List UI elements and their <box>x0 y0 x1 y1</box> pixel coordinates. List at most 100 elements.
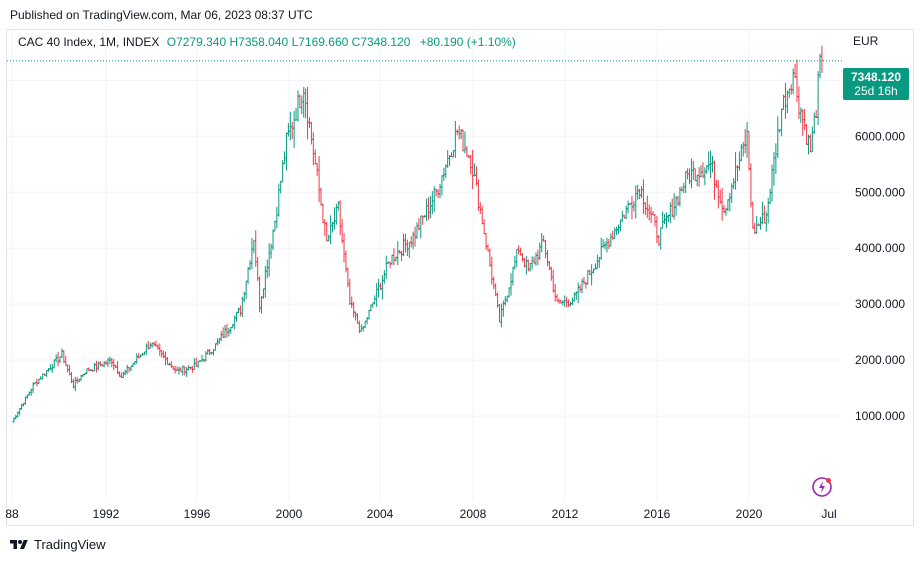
ohlc-bar <box>787 88 791 98</box>
ohlc-bar <box>275 206 279 229</box>
ohlc-bar <box>403 233 407 253</box>
ohlc-bar <box>682 182 686 194</box>
ohlc-bar <box>402 233 406 257</box>
ohlc-bar <box>20 403 24 410</box>
ohlc-bar <box>319 187 323 206</box>
ohlc-bar <box>121 371 125 378</box>
ohlc-bar <box>73 376 77 391</box>
ohlc-bar <box>227 327 231 337</box>
x-tick-label: 2020 <box>736 507 763 521</box>
ohlc-bar <box>380 274 384 300</box>
ohlc-bar <box>670 198 674 218</box>
ohlc-bar <box>321 203 325 224</box>
ohlc-bar <box>641 179 645 214</box>
ohlc-bar <box>309 121 313 145</box>
ohlc-bar <box>534 252 538 266</box>
ohlc-bar <box>221 327 225 339</box>
ohlc-bar <box>712 160 716 200</box>
ohlc-bar <box>661 211 665 229</box>
ohlc-bar <box>419 215 423 239</box>
ohlc-bar <box>693 168 697 182</box>
ohlc-bar <box>313 149 317 165</box>
ohlc-bar <box>453 121 457 158</box>
x-tick-label: 2016 <box>644 507 671 521</box>
ohlc-bar <box>507 287 511 298</box>
ohlc-bar <box>688 168 692 185</box>
footer-branding[interactable]: TradingView <box>10 537 106 552</box>
high-label: H <box>229 35 239 49</box>
currency-label[interactable]: EUR <box>853 34 879 48</box>
ohlc-bar <box>772 152 776 186</box>
ohlc-bar <box>231 324 235 329</box>
ohlc-bar <box>461 129 465 152</box>
close-label: C <box>351 35 361 49</box>
ohlc-bar <box>471 150 475 189</box>
ohlc-bar <box>803 108 807 130</box>
ohlc-bar <box>783 82 787 119</box>
ohlc-bar <box>265 259 269 279</box>
ohlc-bar <box>296 90 300 122</box>
ohlc-bar <box>672 193 676 220</box>
ohlc-bar <box>751 201 755 229</box>
last-price-tag: 7348.120 25d 16h <box>843 68 909 100</box>
ohlc-bar <box>396 241 400 266</box>
open-value: 7279.340 <box>176 35 227 49</box>
ohlc-bar <box>236 307 240 314</box>
y-tick-label: 5000.000 <box>855 185 905 199</box>
y-tick-label: 4000.000 <box>855 241 905 255</box>
ohlc-bar <box>563 295 567 307</box>
ohlc-bar <box>77 378 81 383</box>
ohlc-bar <box>400 250 404 262</box>
time-axis-ticks: 88 1992 1996 2000 2004 2008 2012 2016 2020 Jul <box>5 507 836 521</box>
ohlc-bar <box>695 174 699 187</box>
ohlc-bar <box>206 349 210 355</box>
ohlc-bar <box>586 270 590 285</box>
ohlc-bar <box>668 202 672 224</box>
chart-legend: CAC 40 Index, 1M, INDEX O7279.340 H7358.… <box>18 35 516 49</box>
ohlc-bar <box>801 109 805 136</box>
ohlc-bar <box>745 122 749 158</box>
ohlc-bar <box>392 248 396 266</box>
ohlc-bar <box>812 112 816 135</box>
ohlc-bar <box>127 366 131 373</box>
ohlc-bar <box>54 354 58 363</box>
ohlc-bar <box>384 255 388 279</box>
ohlc-bar <box>615 226 619 236</box>
tradingview-logo-icon <box>10 539 28 549</box>
ohlc-bar <box>816 71 820 126</box>
ohlc-bar <box>638 188 642 199</box>
ohlc-bar <box>229 326 233 334</box>
ohlc-bar <box>762 205 766 224</box>
ohlc-bar <box>664 212 668 229</box>
ohlc-bar <box>716 180 720 209</box>
ohlc-bar <box>463 131 467 154</box>
close-value: 7348.120 <box>360 35 411 49</box>
ohlc-bar <box>553 283 557 302</box>
ohlc-bar <box>238 305 242 317</box>
x-tick-label: 2008 <box>460 507 487 521</box>
ohlc-bar <box>177 366 181 375</box>
chart-frame <box>6 29 914 526</box>
ohlc-bar <box>653 213 657 227</box>
ohlc-bar <box>480 206 484 225</box>
ohlc-bar <box>62 350 66 363</box>
ohlc-bar <box>94 360 98 373</box>
ohlc-bar <box>808 134 812 153</box>
ohlc-bar <box>169 361 173 368</box>
ohlc-bar <box>273 220 277 232</box>
ohlc-bar <box>256 257 260 281</box>
y-tick-label: 1000.000 <box>855 409 905 423</box>
ohlc-bar <box>632 200 636 212</box>
ohlc-bar <box>246 267 250 285</box>
ohlc-bar <box>499 303 503 328</box>
ohlc-bar <box>760 201 764 225</box>
ohlc-bar <box>509 273 513 296</box>
ohlc-bar <box>497 303 501 323</box>
ohlc-bar <box>162 350 166 359</box>
ohlc-bar <box>165 356 169 365</box>
lightning-icon[interactable] <box>811 476 833 498</box>
ohlc-bar <box>367 309 371 320</box>
x-tick-label: 88 <box>5 507 19 521</box>
ohlc-bar <box>327 234 331 242</box>
